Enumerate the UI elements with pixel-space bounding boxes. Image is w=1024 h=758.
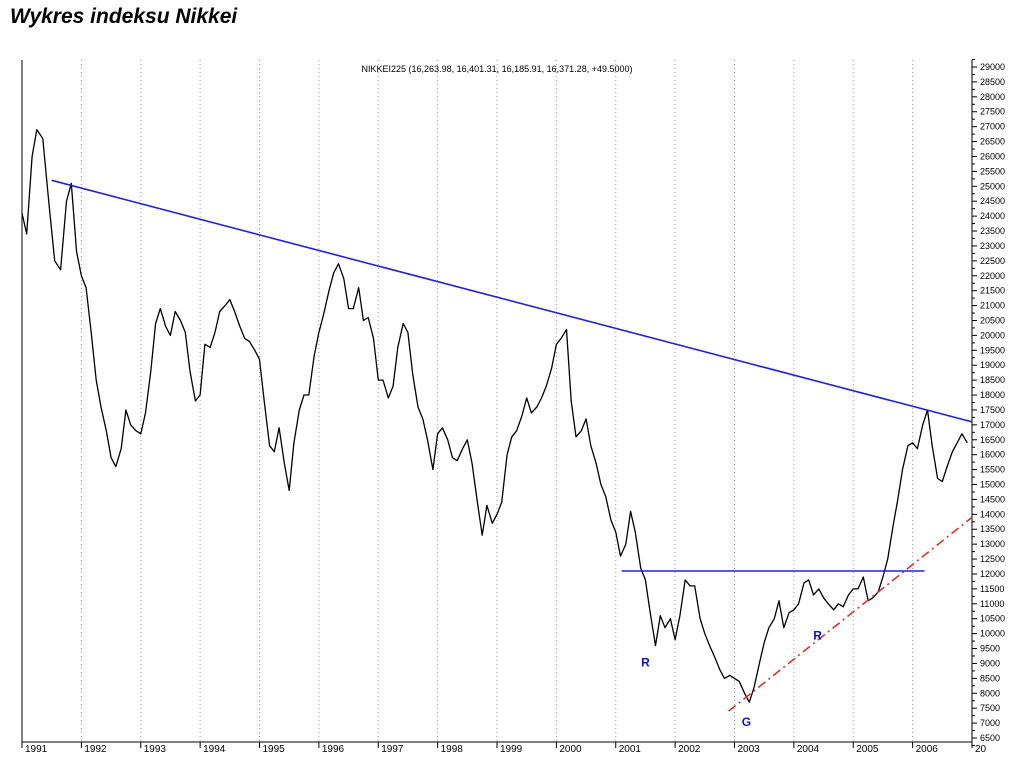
y-tick-label: 15500: [980, 465, 1005, 475]
y-tick-label: 9500: [980, 644, 1000, 654]
y-tick-label: 8000: [980, 688, 1000, 698]
x-tick-label: 2001: [619, 744, 642, 755]
x-tick-label: 1996: [322, 744, 345, 755]
x-tick-label: 2005: [856, 744, 879, 755]
y-tick-label: 10000: [980, 629, 1005, 639]
y-tick-label: 14500: [980, 494, 1005, 504]
y-tick-label: 25500: [980, 166, 1005, 176]
x-tick-label: 2000: [559, 744, 582, 755]
x-tick-label: 1991: [25, 744, 48, 755]
y-tick-label: 29000: [980, 62, 1005, 72]
y-tick-label: 13500: [980, 524, 1005, 534]
y-tick-label: 21000: [980, 301, 1005, 311]
y-tick-label: 16500: [980, 435, 1005, 445]
x-tick-label: 1994: [203, 744, 226, 755]
y-tick-label: 13000: [980, 539, 1005, 549]
y-tick-label: 23000: [980, 241, 1005, 251]
left-shoulder-label: R: [641, 655, 650, 669]
support-trendline: [728, 516, 973, 712]
page-title: Wykres indeksu Nikkei: [10, 5, 238, 28]
x-tick-label: 1995: [263, 744, 286, 755]
y-tick-label: 22500: [980, 256, 1005, 266]
x-tick-label: 1992: [84, 744, 107, 755]
y-tick-label: 19500: [980, 345, 1005, 355]
x-tick-label: 20: [975, 744, 987, 755]
y-tick-label: 12000: [980, 569, 1005, 579]
y-tick-label: 9000: [980, 658, 1000, 668]
x-tick-label: 1999: [500, 744, 523, 755]
y-tick-label: 21500: [980, 286, 1005, 296]
x-tick-label: 1993: [144, 744, 167, 755]
x-tick-label: 2004: [797, 744, 820, 755]
y-tick-label: 20500: [980, 315, 1005, 325]
y-tick-label: 27000: [980, 122, 1005, 132]
y-tick-label: 20000: [980, 330, 1005, 340]
y-tick-label: 25000: [980, 181, 1005, 191]
y-tick-label: 11500: [980, 584, 1004, 594]
y-tick-label: 14000: [980, 509, 1005, 519]
y-tick-label: 15000: [980, 480, 1005, 490]
y-tick-label: 8500: [980, 673, 1000, 683]
x-tick-label: 2006: [916, 744, 939, 755]
y-tick-label: 17000: [980, 420, 1005, 430]
y-tick-label: 10500: [980, 614, 1005, 624]
y-tick-label: 18000: [980, 390, 1005, 400]
y-tick-label: 19000: [980, 360, 1005, 370]
y-tick-label: 27500: [980, 107, 1005, 117]
y-tick-label: 16000: [980, 450, 1005, 460]
y-tick-label: 6500: [980, 733, 1000, 743]
price-line-nikkei225: [21, 128, 968, 703]
y-tick-label: 11000: [980, 599, 1004, 609]
y-tick-label: 28000: [980, 92, 1005, 102]
y-tick-label: 17500: [980, 405, 1005, 415]
y-tick-label: 24500: [980, 196, 1005, 206]
y-tick-label: 26000: [980, 151, 1005, 161]
y-tick-label: 7000: [980, 718, 1000, 728]
y-tick-label: 18500: [980, 375, 1005, 385]
x-tick-label: 1997: [381, 744, 404, 755]
y-tick-label: 26500: [980, 137, 1005, 147]
y-tick-label: 24000: [980, 211, 1005, 221]
y-tick-label: 7500: [980, 703, 1000, 713]
x-tick-label: 2003: [738, 744, 761, 755]
head-label: G: [742, 715, 751, 729]
y-tick-label: 28500: [980, 77, 1005, 87]
x-tick-label: 1998: [441, 744, 464, 755]
y-tick-label: 23500: [980, 226, 1005, 236]
chart-ohlc-header: NIKKEI225 (16,263.98, 16,401.31, 16,185.…: [362, 64, 633, 74]
x-tick-label: 2002: [678, 744, 701, 755]
y-tick-label: 12500: [980, 554, 1005, 564]
right-shoulder-label: R: [813, 629, 822, 643]
long-term-resistance-trendline: [51, 179, 973, 423]
y-tick-label: 22000: [980, 271, 1005, 281]
